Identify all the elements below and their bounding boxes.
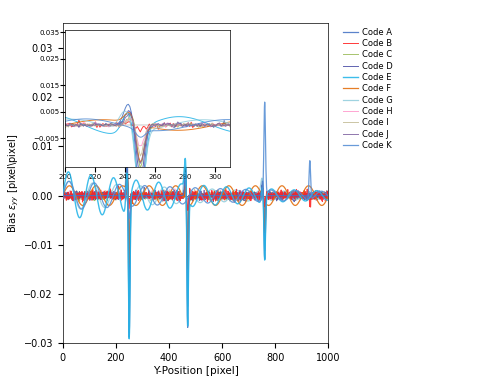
Legend: Code A, Code B, Code C, Code D, Code E, Code F, Code G, Code H, Code I, Code J, : Code A, Code B, Code C, Code D, Code E, …	[343, 28, 392, 150]
X-axis label: Y-Position [pixel]: Y-Position [pixel]	[153, 366, 239, 376]
Y-axis label: Bias $\epsilon_{yy}$ [pixel\pixel]: Bias $\epsilon_{yy}$ [pixel\pixel]	[6, 134, 21, 233]
